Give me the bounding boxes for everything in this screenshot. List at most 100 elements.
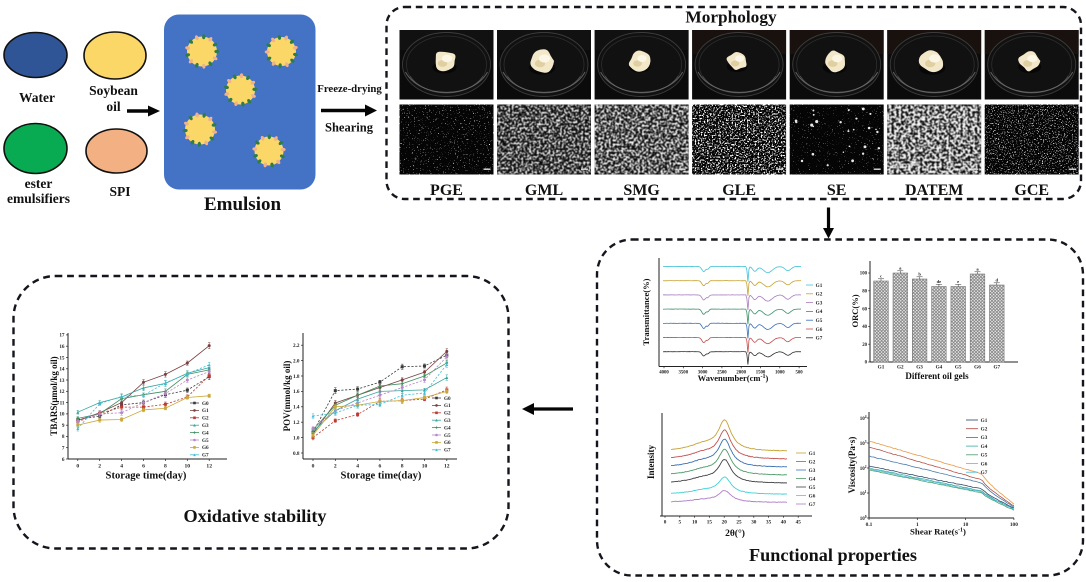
svg-text:G1: G1 bbox=[809, 451, 816, 457]
svg-text:Freeze-drying: Freeze-drying bbox=[317, 83, 382, 95]
svg-text:G6: G6 bbox=[981, 461, 988, 467]
svg-text:0: 0 bbox=[865, 361, 868, 366]
svg-text:G7: G7 bbox=[809, 502, 816, 508]
svg-text:1.2: 1.2 bbox=[293, 420, 300, 426]
svg-text:G6: G6 bbox=[444, 440, 451, 446]
svg-text:G6: G6 bbox=[974, 365, 981, 371]
svg-text:G2: G2 bbox=[444, 411, 451, 417]
svg-text:Emulsion: Emulsion bbox=[204, 194, 282, 215]
svg-text:Wavenumber(cm-1): Wavenumber(cm-1) bbox=[698, 373, 769, 383]
svg-text:2: 2 bbox=[334, 464, 337, 470]
svg-text:G3: G3 bbox=[816, 300, 823, 306]
svg-text:G6: G6 bbox=[816, 327, 823, 333]
svg-text:de: de bbox=[937, 279, 942, 284]
svg-text:1.0: 1.0 bbox=[293, 435, 300, 441]
svg-text:60: 60 bbox=[862, 307, 867, 312]
svg-text:0: 0 bbox=[76, 464, 79, 470]
svg-text:G2: G2 bbox=[816, 292, 823, 298]
svg-text:12: 12 bbox=[444, 464, 450, 470]
svg-text:G1: G1 bbox=[878, 365, 885, 371]
svg-text:9: 9 bbox=[62, 423, 65, 429]
svg-text:10: 10 bbox=[422, 464, 428, 470]
svg-text:GCE: GCE bbox=[1014, 182, 1049, 199]
svg-text:0.8: 0.8 bbox=[293, 451, 300, 457]
svg-text:100: 100 bbox=[860, 272, 868, 277]
svg-text:102: 102 bbox=[860, 465, 867, 472]
svg-text:ester: ester bbox=[25, 176, 53, 191]
svg-text:80: 80 bbox=[862, 290, 867, 295]
svg-text:Shearing: Shearing bbox=[325, 121, 374, 135]
svg-text:G5: G5 bbox=[202, 438, 209, 444]
svg-text:GML: GML bbox=[525, 182, 563, 199]
svg-text:G5: G5 bbox=[816, 318, 823, 324]
svg-text:11: 11 bbox=[60, 400, 65, 406]
svg-text:4000: 4000 bbox=[659, 371, 669, 376]
svg-text:17: 17 bbox=[59, 333, 65, 339]
svg-text:G5: G5 bbox=[981, 453, 988, 459]
svg-text:1500: 1500 bbox=[756, 371, 766, 376]
svg-text:POV(mmol/kg oil): POV(mmol/kg oil) bbox=[282, 361, 292, 432]
svg-text:Oxidative stability: Oxidative stability bbox=[184, 506, 327, 526]
svg-text:6: 6 bbox=[379, 464, 382, 470]
svg-text:3500: 3500 bbox=[679, 371, 689, 376]
svg-text:G7: G7 bbox=[816, 336, 823, 342]
svg-text:e: e bbox=[957, 279, 959, 284]
svg-text:1.4: 1.4 bbox=[293, 405, 300, 411]
svg-text:6: 6 bbox=[142, 464, 145, 470]
svg-text:G5: G5 bbox=[955, 365, 962, 371]
svg-text:0.1: 0.1 bbox=[866, 522, 873, 528]
svg-text:14: 14 bbox=[59, 367, 65, 373]
svg-text:DATEM: DATEM bbox=[905, 182, 963, 199]
svg-text:15: 15 bbox=[707, 520, 713, 526]
svg-text:101: 101 bbox=[860, 490, 867, 497]
svg-text:6: 6 bbox=[62, 457, 65, 463]
svg-text:G3: G3 bbox=[809, 468, 816, 474]
svg-text:10: 10 bbox=[692, 520, 698, 526]
svg-text:10: 10 bbox=[963, 522, 969, 528]
svg-text:13: 13 bbox=[59, 378, 65, 384]
svg-text:10: 10 bbox=[59, 412, 65, 418]
svg-text:G6: G6 bbox=[202, 445, 209, 451]
svg-text:c: c bbox=[880, 274, 882, 279]
svg-text:G3: G3 bbox=[202, 423, 209, 429]
svg-text:G2: G2 bbox=[202, 416, 209, 422]
svg-text:G3: G3 bbox=[444, 418, 451, 424]
svg-text:ORC(%): ORC(%) bbox=[850, 294, 860, 327]
svg-text:7: 7 bbox=[62, 446, 65, 452]
svg-text:12: 12 bbox=[206, 464, 212, 470]
svg-text:oil: oil bbox=[106, 99, 121, 114]
svg-text:Different oil gels: Different oil gels bbox=[905, 371, 969, 381]
svg-text:2θ(°): 2θ(°) bbox=[725, 528, 745, 539]
svg-text:Intensity: Intensity bbox=[646, 445, 656, 480]
svg-text:4: 4 bbox=[356, 464, 359, 470]
svg-text:8: 8 bbox=[62, 434, 65, 440]
svg-text:25: 25 bbox=[736, 520, 742, 526]
svg-text:G4: G4 bbox=[816, 309, 823, 315]
svg-text:1000: 1000 bbox=[775, 371, 785, 376]
svg-text:10: 10 bbox=[185, 464, 191, 470]
svg-text:3000: 3000 bbox=[698, 371, 708, 376]
svg-text:2000: 2000 bbox=[736, 371, 746, 376]
svg-text:G3: G3 bbox=[981, 435, 988, 441]
svg-text:2.2: 2.2 bbox=[293, 343, 300, 349]
svg-text:0: 0 bbox=[312, 464, 315, 470]
svg-text:G3: G3 bbox=[916, 365, 923, 371]
svg-text:104: 104 bbox=[860, 415, 867, 422]
svg-text:Water: Water bbox=[19, 90, 55, 105]
svg-text:2.0: 2.0 bbox=[293, 358, 300, 364]
svg-text:G1: G1 bbox=[202, 408, 209, 414]
svg-text:Storage time(day): Storage time(day) bbox=[106, 471, 187, 482]
svg-text:G1: G1 bbox=[981, 418, 988, 424]
svg-text:G7: G7 bbox=[444, 448, 451, 454]
svg-text:8: 8 bbox=[401, 464, 404, 470]
svg-text:emulsifiers: emulsifiers bbox=[7, 191, 70, 206]
svg-text:12: 12 bbox=[59, 389, 65, 395]
svg-text:G1: G1 bbox=[816, 283, 823, 289]
svg-text:45: 45 bbox=[796, 520, 802, 526]
svg-text:a: a bbox=[899, 266, 902, 271]
svg-text:Soybean: Soybean bbox=[89, 83, 138, 98]
svg-text:1: 1 bbox=[916, 522, 919, 528]
svg-text:30: 30 bbox=[751, 520, 757, 526]
svg-text:40: 40 bbox=[862, 325, 867, 330]
svg-text:16: 16 bbox=[59, 344, 65, 350]
